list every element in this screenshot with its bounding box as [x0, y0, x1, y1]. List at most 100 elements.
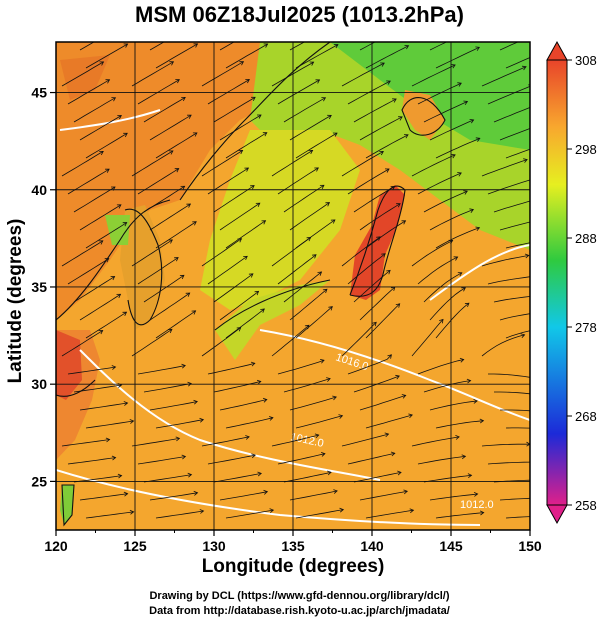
streamline [225, 308, 265, 339]
streamline-arrowhead [461, 287, 466, 292]
streamline [429, 400, 478, 411]
streamline [365, 509, 414, 519]
streamline-arrowhead [255, 202, 261, 207]
coastline-russia [179, 42, 331, 201]
streamline [155, 510, 204, 519]
streamline [423, 474, 472, 483]
streamline [213, 473, 262, 483]
streamline [201, 327, 241, 357]
streamline-arrowhead [392, 98, 397, 103]
streamline [365, 414, 413, 429]
streamline-arrowhead [174, 168, 180, 173]
streamline-arrowhead [123, 43, 129, 48]
streamline-arrowhead [260, 308, 265, 313]
streamline [505, 330, 530, 339]
streamline-arrowhead [479, 510, 485, 516]
streamline-arrowhead [118, 26, 122, 30]
streamline [487, 179, 530, 195]
streamline [359, 286, 396, 321]
streamline [359, 116, 403, 141]
streamline [85, 43, 128, 69]
streamline-arrowhead [473, 491, 479, 497]
streamline [295, 509, 344, 519]
lat-tick-label: 40 [31, 182, 47, 198]
streamline [295, 306, 333, 339]
lon-tick-label: 120 [44, 538, 68, 554]
streamline-arrowhead [332, 132, 338, 137]
streamline-arrowhead [325, 202, 331, 207]
streamline-arrowhead [327, 114, 332, 120]
streamline [289, 202, 330, 231]
streamline-arrowhead [262, 132, 268, 137]
streamline [295, 44, 339, 69]
streamline-arrowhead [168, 239, 173, 244]
streamline [155, 132, 198, 159]
streamline [85, 511, 134, 519]
streamline-arrowhead [320, 452, 326, 457]
lat-lon-grid [56, 42, 530, 530]
streamline [271, 324, 310, 357]
streamline [289, 288, 328, 321]
streamline-arrowhead [110, 276, 116, 281]
streamline [271, 237, 311, 267]
streamline-arrowhead [256, 379, 262, 385]
colorbar-tick-label: 278 [575, 320, 597, 335]
streamline [201, 238, 242, 267]
streamline [435, 227, 480, 249]
streamline-arrowhead [308, 150, 314, 155]
streamline-arrowhead [533, 460, 536, 464]
coastline-korea [124, 208, 163, 326]
streamline [79, 42, 95, 51]
streamline [359, 490, 408, 501]
streamline-arrowhead [319, 184, 325, 190]
streamline [213, 273, 254, 303]
streamline [283, 471, 332, 483]
streamline [411, 64, 456, 87]
streamline-arrowhead [398, 116, 403, 121]
streamline-arrowhead [379, 151, 384, 156]
streamline-arrowhead [469, 29, 473, 33]
streamline [131, 61, 174, 87]
streamline-arrowhead [187, 472, 193, 478]
streamline-arrowhead [396, 203, 401, 208]
kyushu-shikoku-area [215, 280, 330, 360]
streamline [435, 512, 484, 519]
streamline [359, 42, 376, 51]
streamline-arrowhead [532, 274, 536, 278]
streamline [225, 132, 268, 159]
streamline [499, 128, 530, 141]
streamline [493, 296, 530, 303]
latitude-axis: 25 30 35 40 45 [31, 85, 56, 489]
streamline-arrowhead [521, 65, 527, 71]
lon-tick-label: 145 [439, 538, 463, 554]
streamline-arrowhead [187, 114, 192, 119]
streamline-arrowhead [475, 137, 481, 142]
streamline [347, 452, 395, 465]
lat-tick-label: 30 [31, 376, 47, 392]
colorbar-gradient [546, 59, 568, 506]
streamline-arrowhead [381, 253, 386, 258]
streamline-arrowhead [463, 190, 468, 195]
streamline [499, 221, 530, 231]
streamline-arrowhead [453, 256, 459, 261]
streamline [149, 292, 190, 321]
streamline-arrowhead [473, 398, 478, 404]
streamline [143, 185, 185, 213]
streamline-arrowhead [338, 414, 344, 419]
streamline [487, 461, 530, 465]
streamline-arrowhead [248, 273, 254, 278]
streamline-arrowhead [457, 272, 463, 277]
streamline-arrowhead [457, 172, 462, 177]
streamline [271, 434, 319, 447]
streamline [277, 359, 325, 375]
streamline [85, 311, 127, 339]
streamline-arrowhead [387, 354, 392, 359]
coastline-hokkaido [401, 97, 446, 136]
streamline-arrowhead [540, 30, 544, 34]
streamline-arrowhead [312, 254, 317, 259]
streamline-arrowhead [105, 437, 111, 443]
streamline [429, 42, 448, 51]
streamline [201, 436, 250, 447]
streamline [225, 417, 273, 429]
streamline-arrowhead [524, 253, 530, 259]
